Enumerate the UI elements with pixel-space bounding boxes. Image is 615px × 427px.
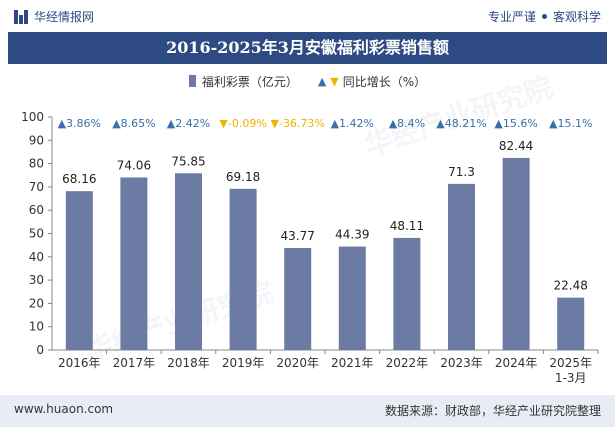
x-tick-label: 2020年: [276, 356, 319, 370]
footer-site[interactable]: www.huaon.com: [14, 402, 114, 416]
x-tick-label: 2021年: [331, 356, 374, 370]
logo-bars-icon: [14, 9, 28, 24]
y-tick-label: 0: [36, 343, 44, 357]
tag-left: 专业严谨: [487, 10, 536, 24]
y-tick-label: 40: [29, 250, 44, 264]
data-label: 68.16: [62, 172, 96, 186]
x-tick-label: 2018年: [167, 356, 210, 370]
tagline: 专业严谨 客观科学: [488, 8, 601, 25]
y-tick-label: 80: [29, 157, 44, 171]
tag-right: 客观科学: [552, 10, 601, 24]
y-tick-label: 100: [21, 110, 44, 124]
bar: [502, 157, 530, 350]
growth-label: ▲15.6%: [494, 117, 537, 130]
data-label: 69.18: [226, 170, 260, 184]
legend-item-growth: ▲ ▼ 同比增长（%）: [318, 73, 426, 90]
bar: [557, 297, 585, 350]
y-tick-label: 30: [29, 273, 44, 287]
bar: [448, 183, 475, 350]
bar: [284, 248, 312, 350]
growth-label: ▼-0.09%: [219, 117, 266, 130]
bar: [229, 188, 257, 350]
legend-series-label: 福利彩票（亿元）: [201, 74, 298, 89]
growth-label: ▲15.1%: [549, 117, 592, 130]
footer-source: 数据来源：财政部，华经产业研究院整理: [384, 404, 601, 418]
data-label: 22.48: [554, 279, 588, 293]
x-tick-label: 2023年: [440, 356, 483, 370]
legend-bar-swatch-icon: [188, 75, 196, 87]
data-label: 43.77: [281, 229, 315, 243]
y-tick-label: 20: [29, 296, 44, 310]
x-tick-label: 2019年: [222, 356, 265, 370]
data-label: 82.44: [499, 139, 533, 153]
y-tick-label: 50: [29, 227, 44, 241]
data-label: 44.39: [335, 228, 369, 242]
y-tick-label: 90: [29, 133, 44, 147]
dot-separator-icon: [541, 14, 547, 19]
bar: [393, 237, 421, 350]
x-tick-label: 2017年: [113, 356, 156, 370]
x-tick-label: 2024年: [495, 356, 538, 370]
legend-growth-label: 同比增长（%）: [342, 74, 427, 89]
growth-label: ▲2.42%: [167, 117, 210, 130]
x-tick-label: 2022年: [386, 356, 429, 370]
y-tick-label: 60: [29, 203, 44, 217]
chart-legend: 福利彩票（亿元） ▲ ▼ 同比增长（%）: [0, 72, 615, 90]
y-tick-label: 10: [29, 320, 44, 334]
chart-title: 2016-2025年3月安徽福利彩票销售额: [8, 32, 607, 64]
logo-text: 华经情报网: [34, 10, 95, 24]
legend-item-series: 福利彩票（亿元）: [188, 73, 298, 90]
legend-up-triangle-icon: ▲: [317, 74, 327, 88]
data-label: 71.3: [448, 165, 475, 179]
footer: www.huaon.com 数据来源：财政部，华经产业研究院整理: [0, 395, 615, 427]
data-label: 75.85: [171, 154, 205, 168]
growth-label: ▲1.42%: [331, 117, 374, 130]
growth-label: ▲3.86%: [58, 117, 101, 130]
y-tick-label: 70: [29, 180, 44, 194]
top-bar: 华经情报网 专业严谨 客观科学: [0, 0, 615, 32]
x-tick-label: 2016年: [58, 356, 101, 370]
legend-down-triangle-icon: ▼: [330, 74, 339, 88]
bar: [338, 246, 366, 350]
x-tick-label: 1-3月: [555, 371, 587, 385]
growth-label: ▲8.4%: [389, 117, 425, 130]
x-tick-label: 2025年: [549, 356, 592, 370]
growth-label: ▲48.21%: [436, 117, 486, 130]
brand-logo[interactable]: 华经情报网: [14, 8, 94, 25]
growth-label: ▲8.65%: [112, 117, 155, 130]
data-label: 74.06: [117, 158, 151, 172]
bar: [120, 177, 148, 350]
data-label: 48.11: [390, 219, 424, 233]
bar: [175, 173, 202, 350]
growth-label: ▼-36.73%: [271, 117, 325, 130]
bar: [65, 191, 93, 350]
